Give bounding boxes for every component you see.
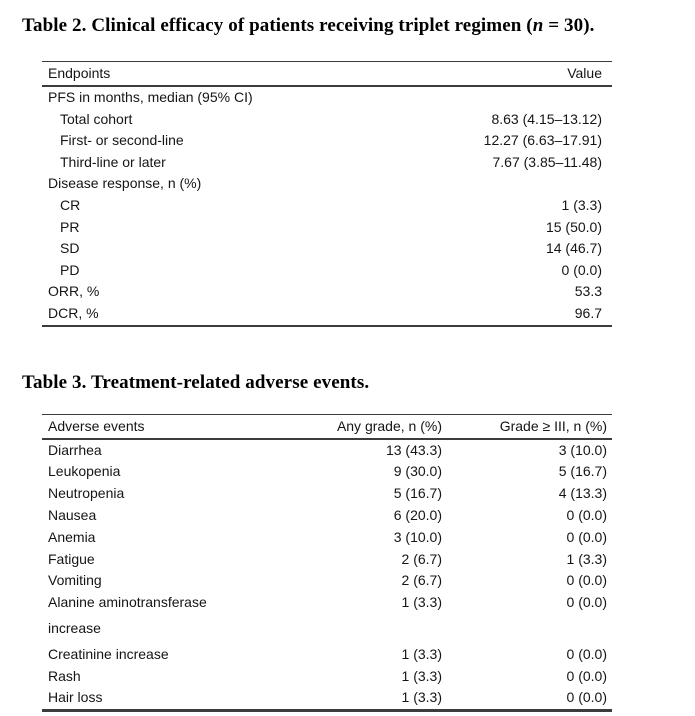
endpoint-label: DCR, % — [48, 304, 99, 321]
table-row: Nausea 6 (20.0) 0 (0.0) — [42, 505, 612, 527]
adverse-event-label: Alanine aminotransferase — [48, 594, 207, 611]
adverse-event-label: Nausea — [48, 506, 97, 523]
grade3-cell: 1 (3.3) — [566, 550, 607, 567]
grade3-cell: 0 (0.0) — [566, 572, 607, 589]
any-grade-cell: 13 (43.3) — [385, 441, 442, 458]
endpoint-label: PFS in months, median (95% CI) — [48, 89, 253, 105]
table-row: Alanine aminotransferase 1 (3.3) 0 (0.0) — [42, 592, 612, 614]
value-cell: 12.27 (6.63–17.91) — [483, 132, 602, 149]
endpoint-label: PR — [60, 218, 80, 235]
table2-body: PFS in months, median (95% CI) Total coh… — [42, 87, 612, 327]
adverse-event-label: Hair loss — [48, 689, 103, 706]
table-row: Third-line or later 7.67 (3.85–11.48) — [42, 152, 612, 174]
table2-caption: Table 2. Clinical efficacy of patients r… — [0, 0, 695, 38]
table3-col-grade3: Grade ≥ III, n (%) — [499, 417, 607, 434]
table-row: Vomiting 2 (6.7) 0 (0.0) — [42, 570, 612, 592]
any-grade-cell: 2 (6.7) — [401, 572, 442, 589]
adverse-event-label: increase — [48, 619, 101, 636]
any-grade-cell: 1 (3.3) — [401, 645, 442, 662]
adverse-event-label: Leukopenia — [48, 463, 121, 480]
value-cell: 14 (46.7) — [545, 240, 602, 257]
table2-caption-n-italic: n — [532, 15, 544, 36]
table2-caption-post: = 30). — [543, 15, 595, 36]
clinical-efficacy-table: Endpoints Value PFS in months, median (9… — [42, 61, 612, 327]
table-row: Rash 1 (3.3) 0 (0.0) — [42, 666, 612, 688]
table-row: SD 14 (46.7) — [42, 238, 612, 260]
table-row: PR 15 (50.0) — [42, 217, 612, 239]
any-grade-cell: 5 (16.7) — [393, 485, 442, 502]
adverse-events-table: Adverse events Any grade, n (%) Grade ≥ … — [42, 413, 612, 713]
endpoint-label: First- or second-line — [60, 132, 184, 149]
any-grade-cell: 3 (10.0) — [393, 528, 442, 545]
grade3-cell: 0 (0.0) — [566, 528, 607, 545]
table-row: Neutropenia 5 (16.7) 4 (13.3) — [42, 483, 612, 505]
adverse-event-label: Rash — [48, 667, 81, 684]
table-row: CR 1 (3.3) — [42, 195, 612, 217]
endpoint-label: ORR, % — [48, 283, 100, 300]
grade3-cell: 5 (16.7) — [558, 463, 607, 480]
table-row: DCR, % 96.7 — [42, 303, 612, 325]
value-cell: 15 (50.0) — [545, 218, 602, 235]
any-grade-cell: 1 (3.3) — [401, 594, 442, 611]
table3-caption: Table 3. Treatment-related adverse event… — [22, 371, 370, 393]
table-row: Creatinine increase 1 (3.3) 0 (0.0) — [42, 644, 612, 666]
endpoint-label: Disease response, n (%) — [48, 175, 202, 192]
any-grade-cell: 9 (30.0) — [393, 463, 442, 480]
table3-header-row: Adverse events Any grade, n (%) Grade ≥ … — [42, 413, 612, 440]
table2-header-row: Endpoints Value — [42, 61, 612, 87]
grade3-cell: 0 (0.0) — [566, 506, 607, 523]
table2-caption-pre: Table 2. Clinical efficacy of patients r… — [22, 15, 533, 36]
any-grade-cell: 1 (3.3) — [401, 689, 442, 706]
value-cell: 53.3 — [574, 283, 602, 300]
grade3-cell: 0 (0.0) — [566, 645, 607, 662]
table3-body: Diarrhea 13 (43.3) 3 (10.0) Leukopenia 9… — [42, 440, 612, 713]
table-row: Disease response, n (%) — [42, 173, 612, 195]
table-row: Hair loss 1 (3.3) 0 (0.0) — [42, 687, 612, 709]
grade3-cell: 0 (0.0) — [566, 667, 607, 684]
table2-col-endpoints: Endpoints — [48, 65, 111, 81]
grade3-cell: 3 (10.0) — [558, 441, 607, 458]
grade3-cell: 0 (0.0) — [566, 594, 607, 611]
adverse-event-label: Neutropenia — [48, 485, 125, 502]
endpoint-label: CR — [60, 196, 81, 213]
adverse-event-label: Anemia — [48, 528, 96, 545]
adverse-event-label: Fatigue — [48, 550, 95, 567]
endpoint-label: Total cohort — [60, 110, 133, 127]
grade3-cell: 0 (0.0) — [566, 689, 607, 706]
grade3-cell: 4 (13.3) — [558, 485, 607, 502]
endpoint-label: Third-line or later — [60, 153, 166, 170]
endpoint-label: SD — [60, 240, 80, 257]
any-grade-cell: 1 (3.3) — [401, 667, 442, 684]
table-row: ORR, % 53.3 — [42, 281, 612, 303]
table-row: Diarrhea 13 (43.3) 3 (10.0) — [42, 440, 612, 462]
table-row: First- or second-line 12.27 (6.63–17.91) — [42, 130, 612, 152]
table3-col-any-grade: Any grade, n (%) — [336, 417, 442, 434]
adverse-event-label: Creatinine increase — [48, 645, 169, 662]
adverse-event-label: Vomiting — [48, 572, 102, 589]
value-cell: 1 (3.3) — [561, 196, 602, 213]
value-cell: 8.63 (4.15–13.12) — [491, 110, 602, 127]
any-grade-cell: 6 (20.0) — [393, 506, 442, 523]
value-cell: 96.7 — [574, 304, 602, 321]
value-cell: 7.67 (3.85–11.48) — [492, 153, 603, 170]
table2-col-value: Value — [567, 65, 602, 81]
endpoint-label: PD — [60, 261, 80, 278]
table-row-continuation: increase — [42, 614, 612, 644]
table-row: PD 0 (0.0) — [42, 260, 612, 282]
table-row: Anemia 3 (10.0) 0 (0.0) — [42, 527, 612, 549]
any-grade-cell: 2 (6.7) — [401, 550, 442, 567]
table-row: Leukopenia 9 (30.0) 5 (16.7) — [42, 461, 612, 483]
adverse-event-label: Diarrhea — [48, 441, 102, 458]
table-row: Fatigue 2 (6.7) 1 (3.3) — [42, 549, 612, 571]
table-row: PFS in months, median (95% CI) — [42, 87, 612, 109]
value-cell: 0 (0.0) — [561, 261, 602, 278]
table3-col-adverse-events: Adverse events — [48, 417, 145, 434]
table-row: Total cohort 8.63 (4.15–13.12) — [42, 109, 612, 131]
